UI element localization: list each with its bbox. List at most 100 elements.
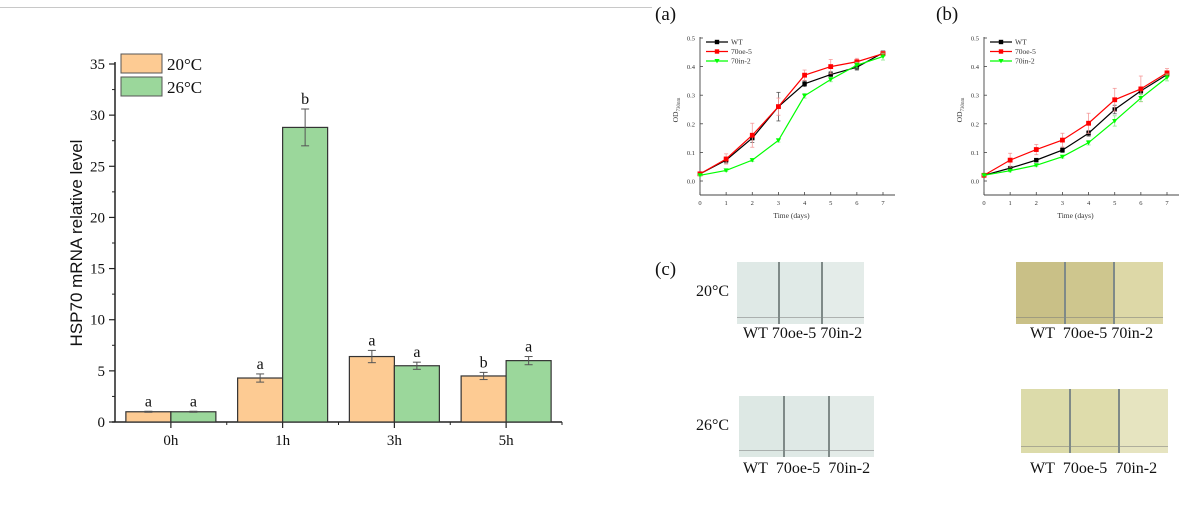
legend-label: 70in-2 (1015, 57, 1035, 66)
panel-label-b: (b) (936, 4, 959, 25)
x-tick-label: 2 (751, 200, 754, 207)
marker-70oe-5 (854, 59, 860, 65)
tube-label-70in-2: 70in-2 (1111, 325, 1154, 342)
legend-label: 70oe-5 (731, 47, 752, 56)
x-tick-label: 4 (1087, 200, 1091, 207)
x-tick-label: 0 (982, 200, 985, 207)
x-tick-label: 4 (803, 200, 807, 207)
x-tick-label: 5 (1113, 200, 1116, 207)
marker-70in-2 (723, 168, 729, 173)
bar-26C-3h (393, 365, 440, 423)
marker-70oe-5 (749, 132, 755, 138)
marker-70in-2 (880, 54, 886, 59)
marker-70oe-5 (723, 156, 729, 162)
bar-20C-3h (348, 355, 395, 423)
legend-label: WT (1015, 38, 1027, 47)
marker-70oe-5 (802, 72, 807, 78)
y-axis-label-subscript: 730nm (961, 98, 966, 112)
y-axis-label: OD730nm (671, 98, 682, 123)
marker-70in-2 (775, 138, 782, 143)
marker-70oe-5 (776, 104, 781, 110)
tube-label-70in-2: 70in-2 (1115, 460, 1158, 477)
legend-marker (714, 49, 720, 54)
marker-WT (1060, 147, 1065, 153)
tube-70in-2 (830, 396, 874, 457)
tube-label-wt: WT (1030, 325, 1055, 342)
marker-70oe-5 (1033, 147, 1039, 152)
tube-label-70in-2: 70in-2 (828, 460, 871, 477)
significance-letter: a (257, 356, 264, 373)
x-tick-label: 1 (725, 200, 728, 207)
bar-20C-5h (460, 375, 507, 423)
tube-label-wt: WT (1030, 460, 1055, 477)
y-axis-label-main: OD (671, 111, 680, 122)
top-divider-line (0, 7, 652, 8)
bar-26C-0h (170, 411, 217, 423)
y-axis-label-subscript: 730nm (677, 98, 682, 112)
tube-70oe-5 (1070, 389, 1121, 453)
photo-labels-20c-backlit: WT 70oe-5 70in-2 (743, 325, 862, 343)
y-tick-label: 0.5 (971, 36, 979, 43)
marker-70in-2 (1085, 140, 1092, 146)
hsp70-bar-chart: 0 5 10 15 20 25 30 35 HSP70 mRNA relative level 0… (67, 53, 563, 449)
tube-label-70in-2: 70in-2 (820, 325, 863, 342)
y-axis-label: HSP70 mRNA relative level (67, 140, 86, 347)
bar-20C-1h (237, 377, 284, 423)
y-tick-label: 0.3 (687, 93, 695, 100)
legend-marker (998, 49, 1004, 54)
tube-wt (737, 262, 780, 324)
x-tick-label: 7 (881, 200, 885, 207)
marker-70oe-5 (1086, 120, 1091, 126)
y-tick-label: 15 (90, 262, 105, 278)
bar-20C-0h (125, 411, 172, 423)
tube-70oe-5 (784, 396, 831, 457)
marker-70in-2 (1059, 154, 1066, 160)
legend-swatch-1 (120, 76, 163, 97)
x-tick-label: 6 (855, 200, 859, 207)
significance-letter: b (301, 91, 309, 108)
y-tick-label: 25 (90, 159, 105, 175)
tube-70oe-5 (780, 262, 823, 324)
y-tick-label: 0.3 (971, 93, 979, 100)
y-tick-label: 0 (98, 415, 106, 431)
tube-label-wt: WT (743, 325, 768, 342)
x-tick-label: 1 (1009, 200, 1012, 207)
marker-70in-2 (801, 93, 808, 99)
marker-70oe-5 (1164, 70, 1170, 76)
x-tick-label: 0h (163, 433, 179, 449)
marker-70oe-5 (1007, 157, 1013, 163)
tube-label-70oe-5: 70oe-5 (1062, 460, 1108, 477)
bar-26C-1h (282, 126, 329, 423)
marker-70oe-5 (828, 64, 834, 69)
panel-label-a: (a) (655, 4, 677, 25)
marker-70in-2 (981, 173, 987, 178)
series-line-70oe-5 (699, 53, 884, 175)
legend-label: 70in-2 (731, 57, 751, 66)
significance-letter: a (413, 344, 420, 361)
series-line-WT (983, 74, 1168, 176)
y-axis-label: OD730nm (955, 98, 966, 123)
y-tick-label: 35 (90, 57, 105, 73)
legend-swatch-0 (120, 53, 163, 74)
row-label-26c: 26°C (696, 417, 730, 434)
legend-marker (998, 59, 1004, 64)
significance-letter: a (145, 393, 152, 410)
photo-labels-26c-backlit: WT 70oe-5 70in-2 (743, 460, 870, 478)
photo-26c-front (1021, 389, 1168, 453)
y-tick-label: 0.1 (971, 150, 979, 157)
tube-70in-2 (1115, 262, 1163, 324)
legend-label: WT (731, 38, 743, 47)
photo-labels-26c-front: WT 70oe-5 70in-2 (1030, 460, 1157, 478)
series-line-70in-2 (699, 56, 884, 176)
x-tick-label: 7 (1165, 200, 1169, 207)
significance-letter: a (368, 332, 375, 349)
tube-70in-2 (823, 262, 864, 324)
y-tick-label: 20 (90, 210, 105, 226)
x-tick-label: 2 (1035, 200, 1038, 207)
legend-label: 70oe-5 (1015, 47, 1036, 56)
panel-label-c: (c) (655, 259, 677, 280)
tube-70oe-5 (1065, 262, 1116, 324)
photo-26c-backlit (739, 396, 874, 457)
